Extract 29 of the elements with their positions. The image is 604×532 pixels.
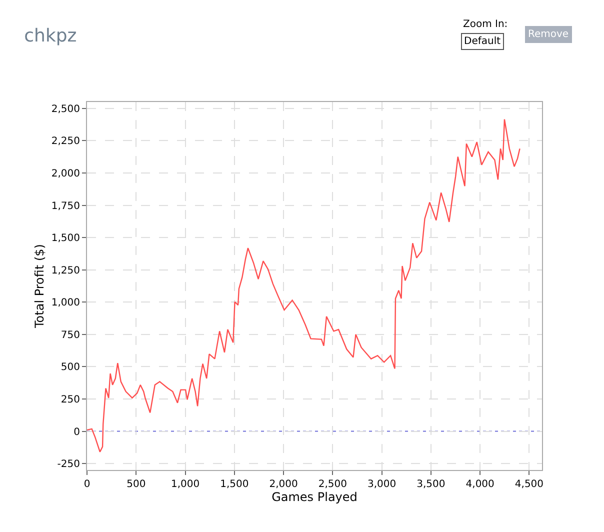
x-tick-label: 4,000	[466, 479, 494, 490]
y-tick-label: 2,500	[51, 104, 80, 115]
y-tick-label: 0	[74, 426, 80, 438]
x-tick-label: 2,500	[318, 479, 347, 490]
y-tick-label: 1,000	[51, 298, 80, 309]
x-tick-label: 500	[126, 479, 146, 490]
x-tick-label: 1,500	[220, 479, 249, 490]
y-tick-label: 1,500	[51, 233, 80, 244]
text: Zoom In:	[463, 19, 508, 30]
y-axis-title: Total Profit ($)	[32, 244, 47, 329]
y-tick-label: 750	[60, 330, 80, 341]
text: Default	[464, 36, 501, 47]
x-tick-label: 0	[84, 479, 90, 490]
y-tick-label: -250	[57, 459, 80, 470]
chart-title: chkpz	[24, 25, 77, 46]
x-tick-label: 3,500	[416, 479, 446, 490]
y-tick-label: 2,000	[51, 168, 80, 180]
x-tick-label: 4,500	[514, 479, 544, 490]
y-tick-label: 1,250	[51, 265, 80, 276]
x-tick-label: 2,000	[269, 479, 298, 490]
x-axis-title: Games Played	[272, 490, 358, 504]
x-tick-label: 3,000	[368, 479, 396, 490]
text: Remove	[528, 29, 569, 40]
y-tick-label: 1,750	[51, 200, 80, 212]
y-tick-label: 500	[60, 362, 80, 374]
y-tick-label: 250	[60, 394, 80, 406]
line-series	[87, 118, 520, 453]
x-tick-label: 1,000	[170, 479, 200, 490]
y-tick-label: 2,250	[51, 136, 80, 148]
